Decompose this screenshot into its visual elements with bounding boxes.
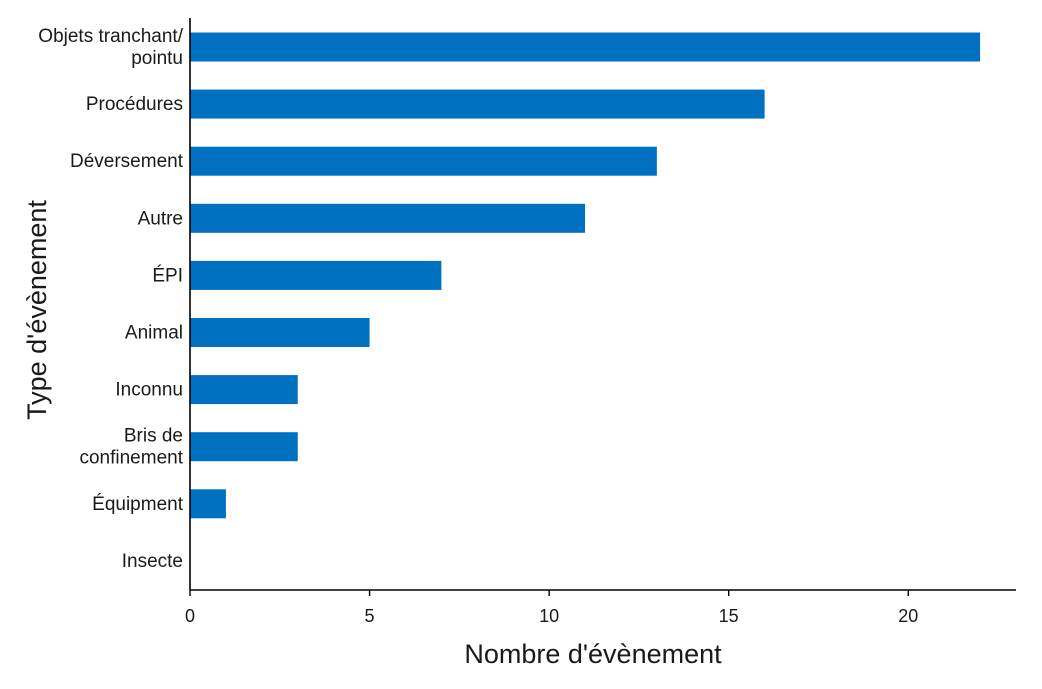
bar	[190, 318, 370, 347]
bars	[190, 32, 981, 519]
x-tick-label: 5	[365, 606, 375, 626]
bar	[190, 146, 657, 176]
x-tick-label: 15	[719, 606, 739, 626]
bar	[190, 203, 586, 233]
x-tick-label: 0	[185, 606, 195, 626]
category-label: Déversement	[70, 151, 184, 172]
y-axis-title: Type d'évènement	[22, 200, 52, 420]
category-label: ÉPI	[152, 265, 183, 286]
category-label: Procédures	[86, 94, 183, 115]
x-axis-title: Nombre d'évènement	[464, 639, 722, 669]
category-label: pointu	[131, 48, 183, 69]
bar	[190, 32, 981, 62]
x-tick-label: 20	[898, 606, 918, 626]
axes	[189, 18, 1016, 591]
category-label: Autre	[138, 208, 183, 229]
x-tick-label: 10	[539, 606, 559, 626]
category-label: Inconnu	[115, 380, 183, 401]
bar	[190, 432, 298, 462]
bar	[190, 89, 765, 119]
category-label: confinement	[79, 448, 183, 469]
bar	[190, 260, 442, 290]
category-labels: Objets tranchant/pointu Procédures Déverse…	[38, 26, 183, 572]
x-ticks: 0 5 10 15 20	[185, 590, 918, 626]
bar	[190, 375, 298, 405]
category-label: Animal	[125, 323, 183, 344]
category-label: Objets tranchant/	[38, 26, 183, 47]
category-label: Insecte	[122, 551, 183, 572]
category-label: Équipment	[92, 494, 184, 515]
category-label: Bris de	[124, 426, 183, 447]
bar	[190, 489, 226, 519]
